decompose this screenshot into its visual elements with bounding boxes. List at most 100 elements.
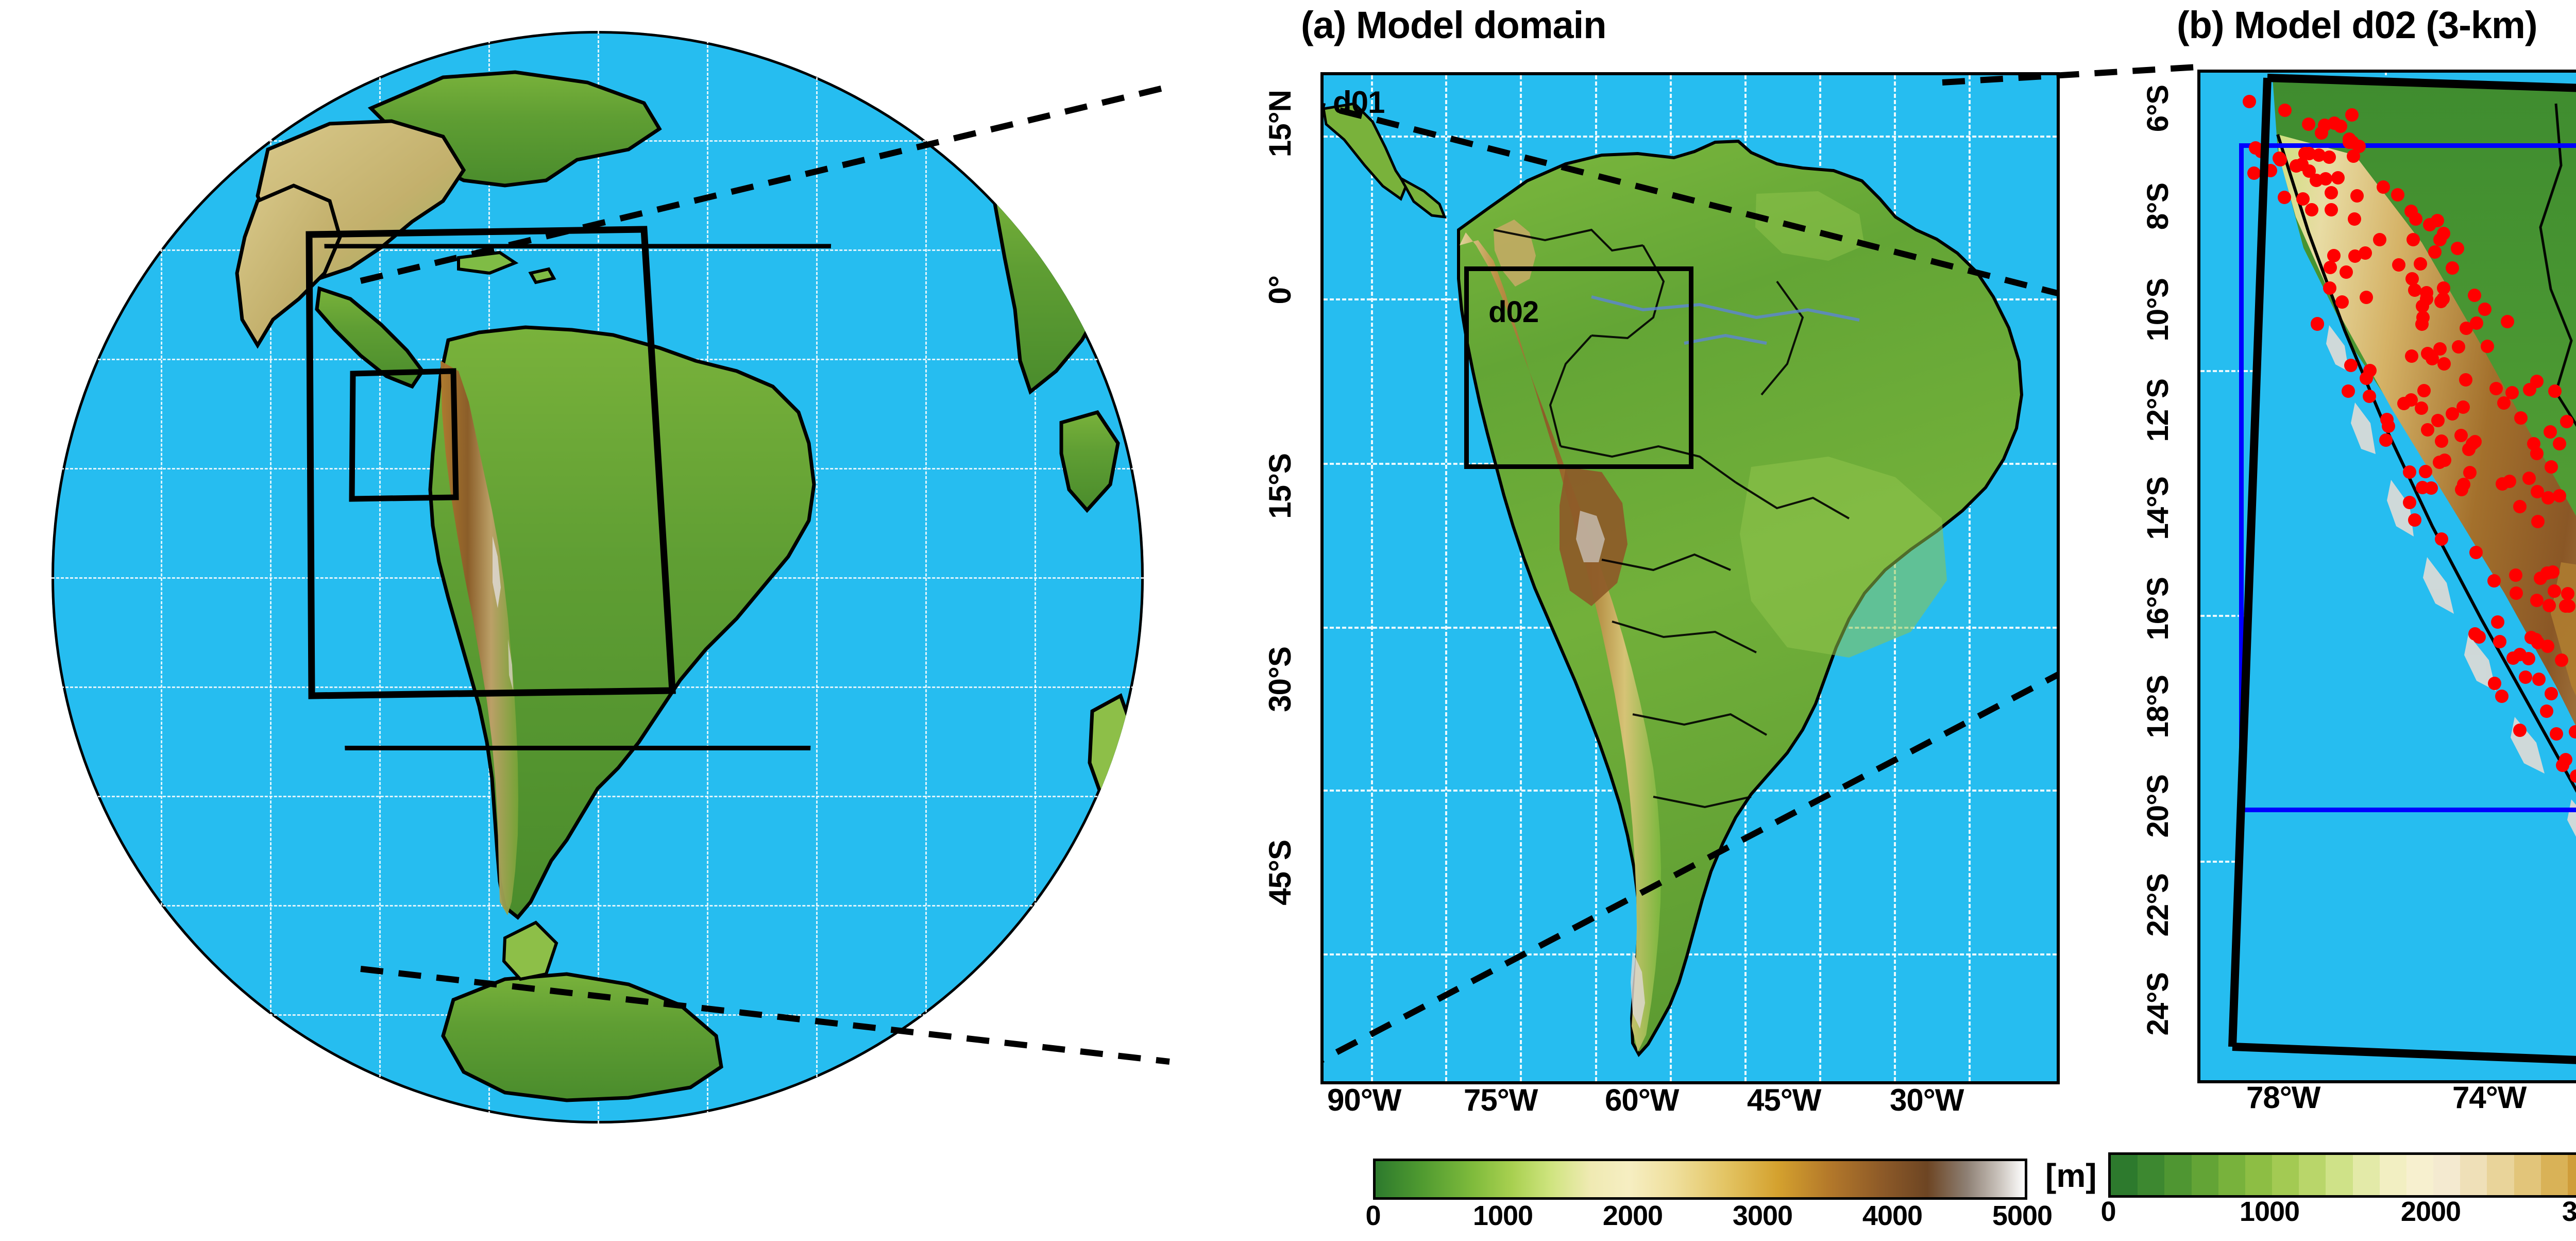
station-marker <box>2478 302 2492 316</box>
station-marker <box>2263 163 2277 177</box>
globe-disc <box>52 31 1144 1123</box>
station-marker <box>2392 258 2405 272</box>
station-marker <box>2529 633 2543 647</box>
station-marker <box>2531 515 2545 528</box>
station-marker <box>2331 171 2345 185</box>
station-marker <box>2379 433 2393 447</box>
station-marker <box>2541 491 2555 505</box>
colorbar-swatch <box>2245 1155 2273 1195</box>
station-marker <box>2540 704 2554 718</box>
panel-a-cb-tick-2: 2000 <box>1602 1200 1663 1231</box>
station-marker <box>2495 689 2509 703</box>
panel-a-ytick-labels: 15°N 0° 15°S 30°S 45°S <box>1262 72 1319 1078</box>
station-marker <box>2548 584 2561 598</box>
station-marker <box>2335 295 2349 309</box>
station-marker <box>2544 425 2557 439</box>
station-marker <box>2490 615 2504 629</box>
station-marker <box>2514 411 2528 425</box>
station-marker <box>2543 598 2556 612</box>
station-marker <box>2522 472 2536 485</box>
station-marker <box>2414 401 2428 415</box>
station-marker <box>2501 314 2515 328</box>
colorbar-swatch <box>2514 1155 2541 1195</box>
station-marker <box>2404 393 2418 407</box>
station-marker <box>2553 437 2567 450</box>
station-marker <box>2489 382 2503 396</box>
colorbar-swatch <box>2540 1155 2568 1195</box>
colorbar-swatch <box>2272 1155 2299 1195</box>
station-marker <box>2345 108 2359 122</box>
station-marker <box>2242 95 2256 108</box>
station-marker <box>2530 593 2544 607</box>
station-marker <box>2346 136 2360 149</box>
panel-a-xtick-4: 30°W <box>1890 1083 1964 1117</box>
panel-a-d02-label: d02 <box>1488 295 1539 329</box>
colorbar-swatch <box>2379 1155 2406 1195</box>
panel-b-ytick-3: 12°S <box>2141 379 2175 442</box>
station-marker <box>2553 489 2567 503</box>
panel-a-cb-tick-1: 1000 <box>1472 1200 1533 1231</box>
station-marker <box>2273 153 2287 166</box>
station-marker <box>2302 117 2316 131</box>
station-marker <box>2496 477 2510 491</box>
station-marker <box>2376 180 2390 194</box>
station-marker <box>2493 634 2507 648</box>
colorbar-swatch <box>2191 1155 2218 1195</box>
station-marker <box>2463 465 2477 479</box>
colorbar-swatch <box>2433 1155 2461 1195</box>
station-marker <box>2438 453 2452 467</box>
panel-b-colorbar-ticks: 0 1000 2000 3000 4000 5000 <box>2100 1196 2576 1232</box>
panel-a-xtick-3: 45°W <box>1747 1083 1821 1117</box>
station-marker <box>2408 283 2422 297</box>
station-marker <box>2540 566 2554 580</box>
panel-a-ytick-3: 30°S <box>1263 647 1297 712</box>
station-marker <box>2456 400 2470 414</box>
station-marker <box>2559 599 2573 613</box>
panel-a-xtick-labels: 90°W 75°W 60°W 45°W 30°W <box>1320 1082 2054 1139</box>
colorbar-swatch <box>2299 1155 2326 1195</box>
station-marker <box>2340 265 2353 279</box>
north-america-landmass <box>235 70 1136 1102</box>
station-marker <box>2510 586 2523 600</box>
station-marker <box>2420 423 2434 437</box>
station-marker <box>2521 651 2535 665</box>
panel-b-colorbar <box>2108 1152 2576 1198</box>
colorbar-swatch <box>2164 1155 2192 1195</box>
panel-a-ytick-1: 0° <box>1263 276 1297 305</box>
station-marker <box>2434 532 2448 546</box>
station-marker <box>2348 212 2362 226</box>
panel-a-colorbar-ticks: 0 1000 2000 3000 4000 5000 <box>1365 1200 2053 1236</box>
panel-a-d01-label: d01 <box>1333 85 1385 120</box>
station-marker <box>2488 676 2502 690</box>
station-marker <box>2434 434 2448 448</box>
station-marker <box>2446 261 2460 275</box>
panel-b-ytick-labels: 6°S 8°S 10°S 12°S 14°S 16°S 18°S 20°S 22… <box>2141 70 2197 1077</box>
station-marker <box>2505 386 2519 400</box>
panel-b-title: (b) Model d02 (3-km) <box>2177 4 2537 46</box>
panel-b-xtick-1: 74°W <box>2452 1080 2527 1115</box>
station-marker <box>2344 359 2358 373</box>
station-marker <box>2454 428 2468 442</box>
station-marker <box>2406 233 2420 247</box>
panel-b-cb-tick-1: 1000 <box>2239 1196 2300 1227</box>
station-marker <box>2420 292 2434 306</box>
panel-a-xtick-2: 60°W <box>1605 1083 1679 1117</box>
station-marker <box>2561 587 2575 601</box>
station-marker <box>2317 118 2331 132</box>
station-marker <box>2545 686 2558 700</box>
station-marker <box>2509 568 2522 582</box>
panel-a-colorbar <box>1373 1159 2027 1200</box>
station-marker <box>2568 725 2576 739</box>
station-marker <box>2402 496 2416 510</box>
station-marker <box>2341 384 2355 398</box>
panel-b-ytick-7: 20°S <box>2141 775 2175 838</box>
station-marker <box>2324 186 2338 200</box>
station-marker <box>2436 292 2450 306</box>
station-marker <box>2408 513 2421 527</box>
panel-a-title: (a) Model domain <box>1301 4 1606 46</box>
station-marker <box>2372 233 2386 247</box>
colorbar-swatch <box>2567 1155 2576 1195</box>
station-marker <box>2304 203 2318 217</box>
panel-a-xtick-1: 75°W <box>1464 1083 1538 1117</box>
colorbar-swatch <box>2218 1155 2245 1195</box>
